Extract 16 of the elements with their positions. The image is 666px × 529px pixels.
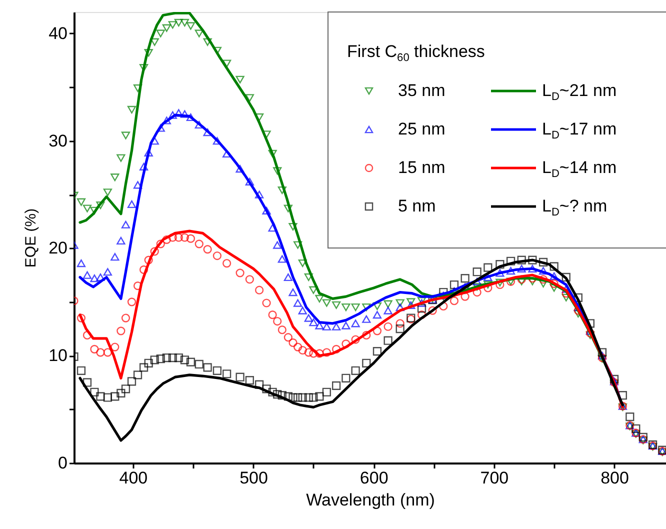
y-tick-label: 20 [48,238,68,258]
legend-label: 15 nm [398,158,446,177]
x-axis-title: Wavelength (nm) [306,490,435,510]
x-tick-label: 700 [480,468,509,488]
x-tick-label: 500 [240,468,268,488]
y-axis-title: EQE (%) [22,208,40,268]
x-tick-label: 800 [600,468,629,488]
x-tick-label: 600 [360,468,388,488]
y-tick-label: 0 [58,454,68,472]
legend-label: 35 nm [398,81,446,100]
legend-label: 25 nm [398,120,446,138]
y-tick-label: 30 [48,131,68,150]
y-tick-label: 40 [48,24,68,43]
legend-label: 5 nm [398,196,436,216]
y-tick-label: 10 [48,346,68,366]
x-tick-label: 400 [119,468,148,488]
